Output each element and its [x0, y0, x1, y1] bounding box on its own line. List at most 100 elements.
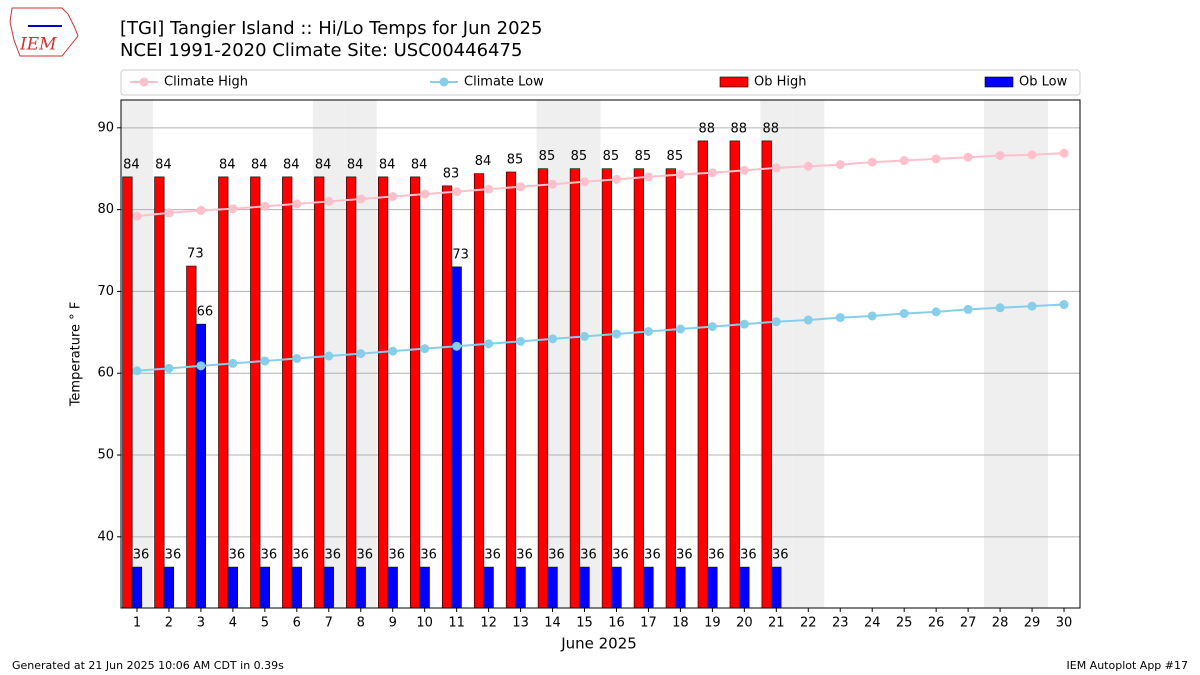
point	[356, 349, 366, 359]
data-label: 36	[261, 548, 278, 563]
data-label: 85	[667, 149, 684, 164]
data-label: 36	[356, 548, 373, 563]
data-label: 84	[123, 157, 140, 172]
line	[136, 152, 1065, 218]
point	[420, 189, 430, 199]
bar	[186, 265, 197, 609]
point	[867, 157, 877, 167]
data-label: 88	[730, 121, 747, 136]
x-tick-label: 1	[133, 616, 141, 631]
bar	[761, 140, 772, 609]
point	[611, 329, 621, 339]
x-tick-label: 28	[992, 616, 1009, 631]
x-tick-label: 21	[768, 616, 785, 631]
data-label: 36	[580, 548, 597, 563]
bar	[505, 171, 517, 609]
bar	[739, 566, 750, 609]
x-tick-label: 12	[480, 616, 497, 631]
data-label: 36	[325, 548, 342, 563]
x-tick-label: 4	[229, 616, 237, 631]
bar	[355, 566, 366, 609]
point	[132, 211, 142, 221]
x-tick-label: 23	[832, 616, 849, 631]
bar	[314, 176, 325, 609]
bar	[547, 566, 558, 609]
weekend-shade	[984, 100, 1017, 608]
point	[771, 317, 781, 327]
bar	[611, 566, 622, 609]
point	[1027, 301, 1037, 311]
x-tick-label: 30	[1056, 616, 1073, 631]
point	[132, 366, 142, 376]
data-label: 73	[187, 247, 204, 262]
y-axis-label: Temperature ° F	[69, 302, 84, 408]
legend-label: Ob Low	[1019, 75, 1068, 90]
point	[164, 363, 174, 373]
bar	[771, 566, 782, 609]
point	[643, 172, 653, 182]
data-label: 84	[347, 157, 364, 172]
data-label: 85	[635, 149, 652, 164]
bar	[633, 168, 644, 609]
x-tick-label: 26	[928, 616, 945, 631]
point	[228, 204, 238, 214]
bar	[451, 266, 462, 609]
bar	[378, 176, 389, 609]
point	[580, 177, 590, 187]
point	[164, 208, 174, 218]
data-label: 36	[484, 548, 501, 563]
point	[324, 351, 334, 361]
bar	[282, 176, 293, 609]
x-tick-label: 3	[197, 616, 205, 631]
data-label: 36	[740, 548, 757, 563]
point	[739, 319, 749, 329]
point	[739, 165, 749, 175]
bar	[259, 566, 270, 609]
weekend-shade	[1016, 100, 1049, 608]
x-tick-label: 27	[960, 616, 977, 631]
bar	[697, 140, 708, 609]
bar	[291, 566, 302, 609]
x-tick-label: 5	[261, 616, 269, 631]
data-label: 88	[699, 121, 716, 136]
x-tick-label: 14	[544, 616, 561, 631]
data-label: 85	[571, 149, 588, 164]
point	[931, 307, 941, 317]
point	[292, 353, 302, 363]
point	[388, 346, 398, 356]
x-tick-label: 11	[448, 616, 465, 631]
bar	[131, 566, 143, 609]
data-label: 84	[251, 157, 268, 172]
x-axis-label: June 2025	[560, 635, 637, 653]
y-tick-label: 80	[97, 202, 114, 217]
point	[260, 356, 270, 366]
x-tick-label: 29	[1024, 616, 1041, 631]
data-label: 85	[603, 149, 620, 164]
legend-label: Climate High	[164, 75, 248, 90]
data-label: 36	[293, 548, 310, 563]
data-label: 36	[676, 548, 693, 563]
point	[196, 205, 206, 215]
x-tick-label: 15	[576, 616, 593, 631]
bar	[227, 566, 238, 609]
x-tick-label: 24	[864, 616, 881, 631]
point	[995, 151, 1005, 161]
legend-marker	[439, 77, 449, 87]
bar	[515, 566, 526, 609]
bar	[729, 140, 740, 609]
bar	[537, 168, 549, 609]
data-label: 84	[283, 157, 300, 172]
data-label: 36	[165, 548, 182, 563]
data-label: 84	[219, 157, 236, 172]
y-tick-label: 60	[97, 366, 114, 381]
y-tick-label: 90	[97, 120, 114, 135]
point	[292, 199, 302, 209]
logo-text: IEM	[19, 35, 57, 55]
bar	[483, 566, 494, 609]
x-tick-label: 9	[389, 616, 397, 631]
point	[803, 315, 813, 325]
point	[899, 156, 909, 166]
point	[324, 196, 334, 206]
footer-right: IEM Autoplot App #17	[1067, 659, 1189, 672]
point	[1059, 300, 1069, 310]
